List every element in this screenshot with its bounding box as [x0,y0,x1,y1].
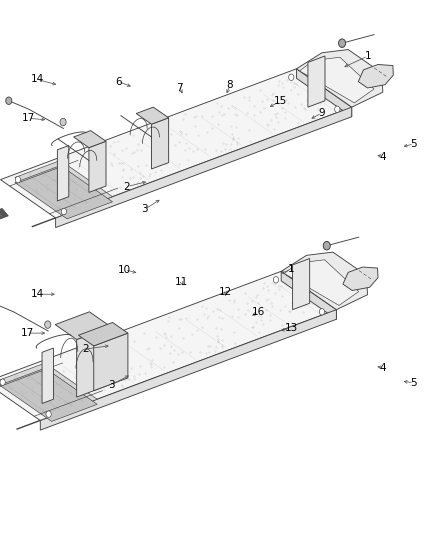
Polygon shape [78,322,128,346]
Polygon shape [57,146,69,201]
Polygon shape [0,363,97,416]
Text: 6: 6 [115,77,122,86]
Text: 14: 14 [31,289,44,299]
Polygon shape [308,56,325,107]
Circle shape [60,118,66,126]
Text: 1: 1 [364,51,371,61]
Polygon shape [77,327,111,397]
Polygon shape [74,131,106,148]
Text: 10: 10 [118,265,131,274]
Text: 15: 15 [274,96,287,106]
Text: 14: 14 [31,75,44,84]
Polygon shape [136,107,169,124]
Polygon shape [15,160,113,214]
Polygon shape [94,333,128,391]
Circle shape [339,39,346,47]
Circle shape [319,309,325,315]
Text: 13: 13 [285,323,298,333]
Text: 7: 7 [176,83,183,93]
Text: 4: 4 [380,363,387,373]
Polygon shape [343,267,378,290]
Text: 11: 11 [175,278,188,287]
Circle shape [323,241,330,250]
Circle shape [6,97,12,104]
Circle shape [61,208,67,215]
Text: 9: 9 [318,108,325,118]
Text: 16: 16 [252,307,265,317]
Circle shape [0,379,5,385]
Text: 12: 12 [219,287,232,297]
Text: 17: 17 [21,328,34,338]
Polygon shape [89,141,106,192]
Text: 2: 2 [124,182,131,191]
Polygon shape [281,252,367,310]
Text: 5: 5 [410,139,417,149]
Polygon shape [358,64,393,88]
Text: 8: 8 [226,80,233,90]
Circle shape [335,106,340,112]
Polygon shape [297,69,352,117]
Text: 5: 5 [410,378,417,387]
Polygon shape [0,271,336,421]
Polygon shape [284,260,359,305]
Polygon shape [293,259,310,310]
Polygon shape [297,50,383,107]
Polygon shape [15,166,113,219]
Circle shape [46,411,51,417]
Polygon shape [152,118,169,169]
Text: 3: 3 [108,380,115,390]
Circle shape [273,277,279,283]
Polygon shape [40,310,336,430]
Text: 3: 3 [141,205,148,214]
Polygon shape [0,208,8,229]
Text: 4: 4 [380,152,387,161]
Circle shape [289,74,294,80]
Polygon shape [42,348,53,403]
Polygon shape [56,107,352,228]
Polygon shape [55,312,111,340]
Polygon shape [281,271,336,319]
Polygon shape [300,57,374,103]
Text: 1: 1 [288,264,295,274]
Polygon shape [0,368,97,422]
Circle shape [15,176,21,183]
Text: 17: 17 [22,114,35,123]
Polygon shape [0,69,352,218]
Text: 2: 2 [82,344,89,354]
Circle shape [45,321,51,328]
